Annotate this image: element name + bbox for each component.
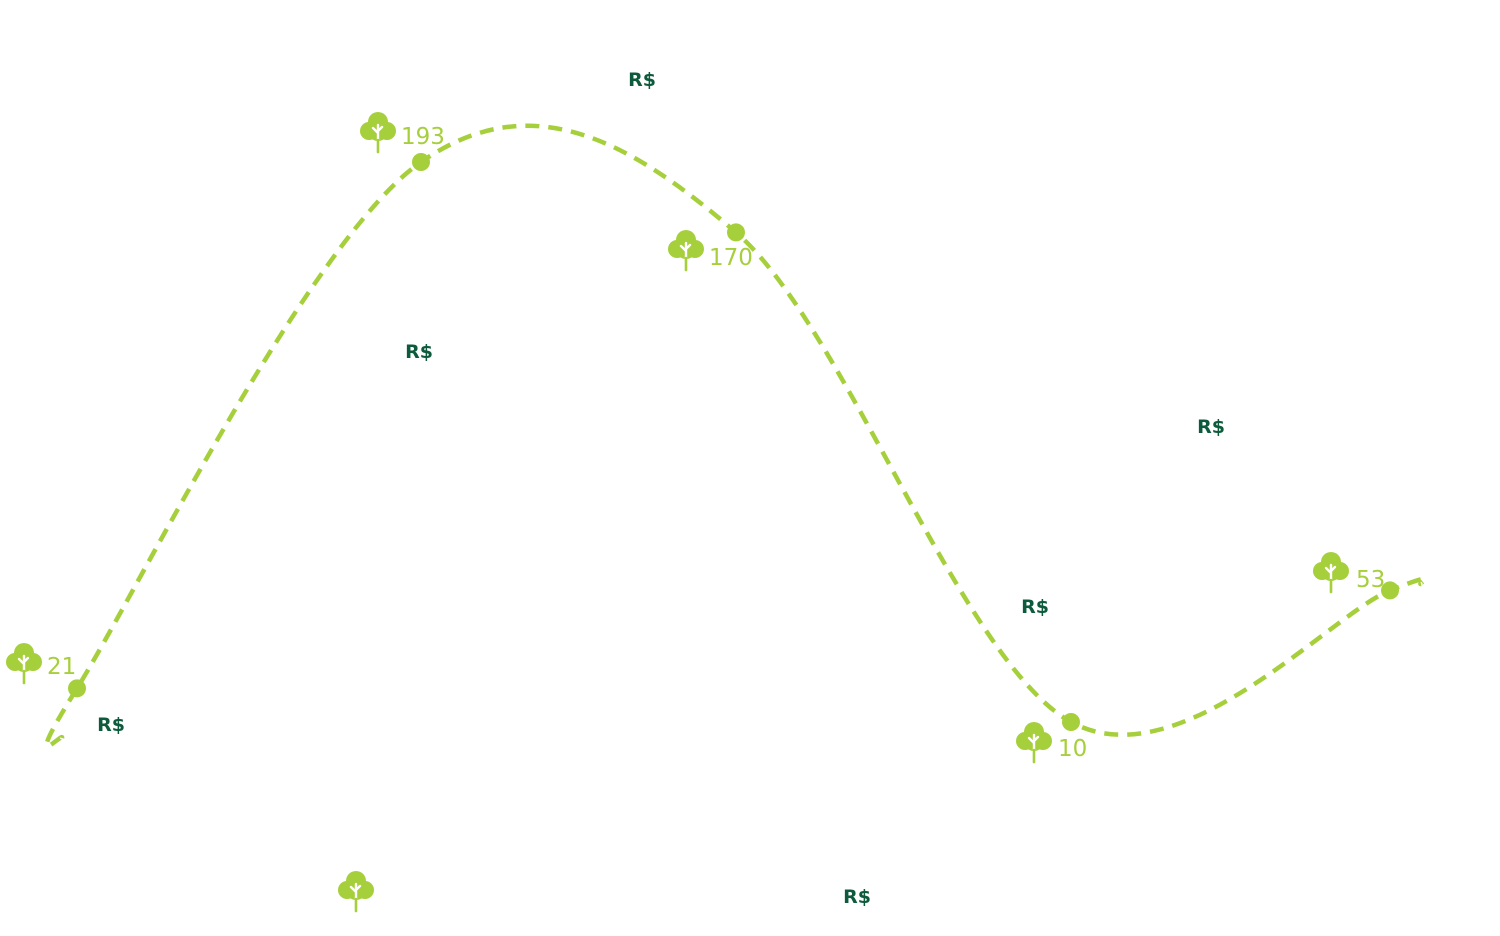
data-point [68, 679, 86, 698]
currency-label: R$ [97, 714, 125, 736]
data-value-label: 193 [401, 124, 445, 150]
data-value-label: 10 [1058, 736, 1087, 762]
currency-label: R$ [1197, 416, 1225, 438]
currency-label: R$ [843, 886, 871, 908]
currency-label: R$ [1021, 596, 1049, 618]
series-line [44, 123, 1428, 749]
tree-icon [360, 112, 396, 154]
tree-icon [668, 230, 704, 272]
data-value-label: 21 [47, 654, 76, 680]
line-series-layer [44, 123, 1428, 749]
tree-icon [338, 871, 374, 913]
tree-icon [1016, 722, 1052, 764]
data-point [412, 153, 430, 171]
currency-label: R$ [405, 341, 433, 363]
data-value-label: 170 [709, 245, 753, 271]
tree-icon [1313, 552, 1349, 594]
currency-label: R$ [628, 69, 656, 91]
tree-icon [6, 643, 42, 685]
data-point [1062, 713, 1080, 731]
data-labels-layer: 21 193 170 10 53 [6, 112, 1385, 913]
data-points-layer [68, 153, 1399, 731]
data-value-label: 53 [1356, 567, 1385, 593]
data-point [727, 223, 745, 242]
currency-labels-layer: R$ R$ R$ R$ R$ R$ [97, 69, 1225, 908]
data-point [1381, 581, 1399, 600]
